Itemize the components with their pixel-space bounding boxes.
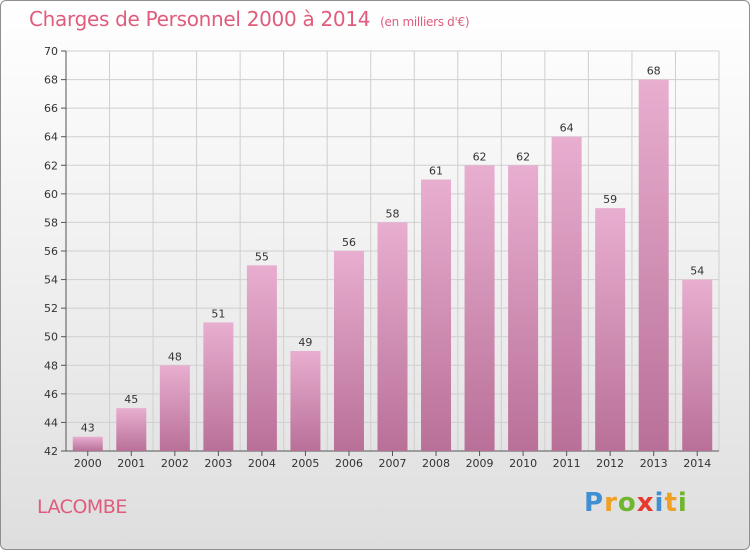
- x-tick-label: 2002: [161, 457, 189, 470]
- data-label: 54: [690, 265, 704, 278]
- bar: [116, 408, 147, 451]
- logo-letter: i: [654, 488, 665, 518]
- x-tick-label: 2009: [466, 457, 494, 470]
- bar: [377, 222, 408, 451]
- bar: [72, 436, 103, 451]
- y-tick-label: 54: [44, 274, 58, 287]
- x-tick-label: 2007: [379, 457, 407, 470]
- logo-letter: i: [677, 488, 688, 518]
- y-tick-label: 70: [44, 45, 58, 58]
- y-tick-label: 60: [44, 188, 58, 201]
- y-tick-label: 64: [44, 131, 58, 144]
- logo-letter: o: [617, 488, 637, 518]
- proxiti-logo[interactable]: Proxiti: [584, 488, 688, 518]
- x-tick-label: 2010: [509, 457, 537, 470]
- y-tick-label: 58: [44, 216, 58, 229]
- y-tick-label: 62: [44, 159, 58, 172]
- x-tick-label: 2001: [117, 457, 145, 470]
- bars: [72, 79, 713, 452]
- bar: [246, 265, 277, 451]
- bar: [333, 251, 364, 451]
- data-label: 61: [429, 165, 443, 178]
- x-tick-label: 2005: [291, 457, 319, 470]
- data-label: 48: [168, 350, 182, 363]
- bar: [508, 165, 539, 452]
- y-tick-label: 56: [44, 245, 58, 258]
- bar: [421, 179, 452, 452]
- bar: [682, 279, 713, 451]
- x-tick-label: 2012: [596, 457, 624, 470]
- chart-title: Charges de Personnel 2000 à 2014 (en mill…: [29, 7, 470, 31]
- chart-subtitle: (en milliers d'€): [380, 15, 470, 29]
- chart-title-text: Charges de Personnel 2000 à 2014: [29, 7, 371, 31]
- y-tick-label: 66: [44, 102, 58, 115]
- data-label: 58: [386, 207, 400, 220]
- data-label: 59: [603, 193, 617, 206]
- bar: [159, 365, 190, 451]
- y-tick-label: 68: [44, 74, 58, 87]
- logo-letter: r: [604, 488, 618, 518]
- data-label: 64: [560, 122, 574, 135]
- x-tick-label: 2013: [640, 457, 668, 470]
- x-tick-label: 2003: [204, 457, 232, 470]
- data-label: 62: [516, 150, 530, 163]
- x-tick-label: 2006: [335, 457, 363, 470]
- data-label: 68: [647, 65, 661, 78]
- y-tick-label: 50: [44, 331, 58, 344]
- x-tick-label: 2011: [553, 457, 581, 470]
- bar: [551, 136, 582, 451]
- x-tick-label: 2000: [74, 457, 102, 470]
- bar: [290, 351, 321, 451]
- x-tick-label: 2008: [422, 457, 450, 470]
- data-label: 55: [255, 250, 269, 263]
- y-tick-label: 42: [44, 445, 58, 458]
- logo-letter: x: [636, 488, 655, 518]
- y-tick-label: 44: [44, 416, 58, 429]
- logo-letter: P: [584, 488, 605, 518]
- bar: [638, 79, 669, 452]
- x-tick-label: 2014: [683, 457, 711, 470]
- data-label: 45: [124, 393, 138, 406]
- y-tick-label: 48: [44, 359, 58, 372]
- y-tick-label: 46: [44, 388, 58, 401]
- bar: [595, 208, 626, 451]
- data-label: 43: [81, 422, 95, 435]
- bar: [203, 322, 234, 451]
- data-label: 51: [211, 307, 225, 320]
- logo-letter: t: [664, 488, 678, 518]
- y-tick-label: 52: [44, 302, 58, 315]
- data-label: 49: [298, 336, 312, 349]
- bar: [464, 165, 495, 452]
- data-label: 62: [473, 150, 487, 163]
- data-labels: 43 45 48 51 55 49 56 58 61 62 62 64 59 68 54: [81, 65, 704, 435]
- commune-name: LACOMBE: [37, 496, 127, 518]
- data-label: 56: [342, 236, 356, 249]
- x-tick-label: 2004: [248, 457, 276, 470]
